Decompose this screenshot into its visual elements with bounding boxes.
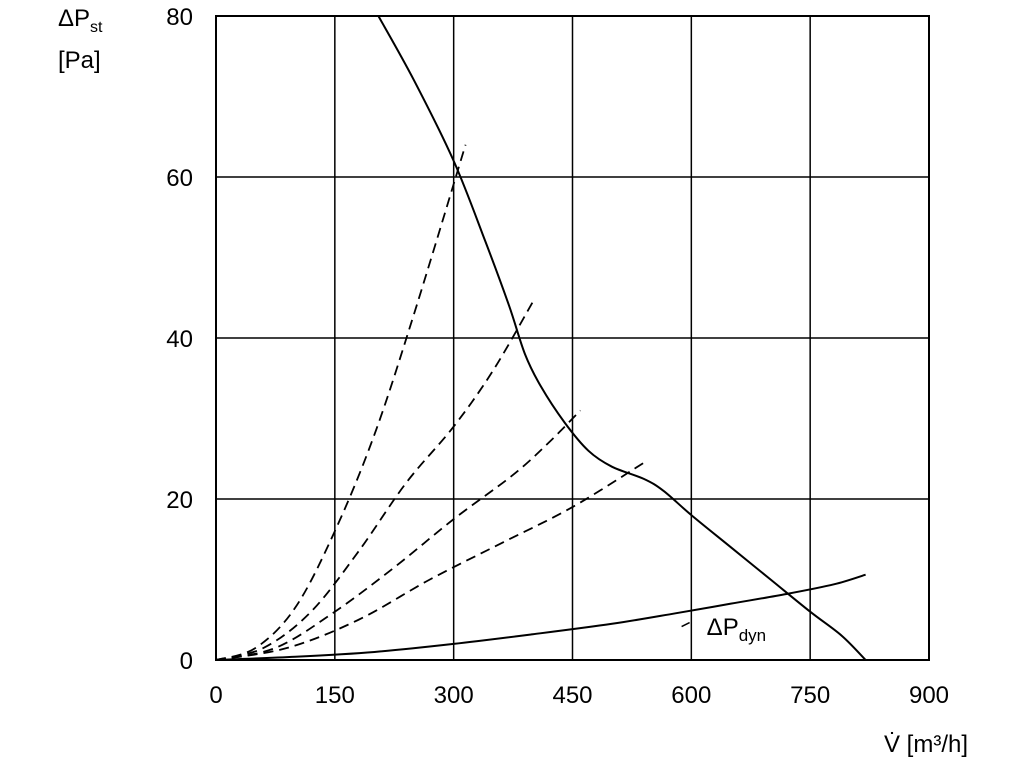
series-line-4 — [215, 462, 645, 661]
y-tick-labels: 0 20 40 60 80 — [166, 4, 193, 675]
annotation-main: ΔP — [707, 614, 739, 641]
y-axis-label-unit: [Pa] — [58, 47, 101, 74]
series-line-0 — [377, 15, 867, 661]
plot-frame — [215, 15, 930, 661]
series-line-3 — [215, 409, 582, 661]
x-tick-label: 300 — [434, 682, 474, 709]
x-axis-label: V̇ [m³/h] — [884, 730, 968, 758]
annotation-leader-line — [681, 621, 690, 628]
annotation-sub: dyn — [739, 626, 766, 645]
x-tick-label: 750 — [790, 682, 830, 709]
y-axis-label-symbol: ΔPst — [58, 5, 103, 36]
curves — [215, 15, 867, 661]
series-line-2 — [215, 301, 534, 661]
x-tick-labels: 0 150 300 450 600 750 900 — [209, 682, 949, 709]
series-line-1 — [215, 144, 467, 661]
x-tick-label: 0 — [209, 682, 222, 709]
x-tick-label: 450 — [552, 682, 592, 709]
y-tick-label: 60 — [166, 165, 193, 192]
y-tick-label: 80 — [166, 4, 193, 31]
x-tick-label: 150 — [315, 682, 355, 709]
series-line-5 — [215, 573, 866, 661]
y-tick-label: 0 — [180, 648, 193, 675]
x-tick-label: 600 — [671, 682, 711, 709]
grid — [215, 15, 930, 661]
y-axis-label-sub: st — [90, 19, 103, 36]
y-tick-label: 40 — [166, 326, 193, 353]
x-tick-label: 900 — [909, 682, 949, 709]
y-axis-label-main: ΔP — [58, 5, 90, 32]
annotation-dp-dyn: ΔPdyn — [707, 614, 766, 645]
y-tick-label: 20 — [166, 487, 193, 514]
